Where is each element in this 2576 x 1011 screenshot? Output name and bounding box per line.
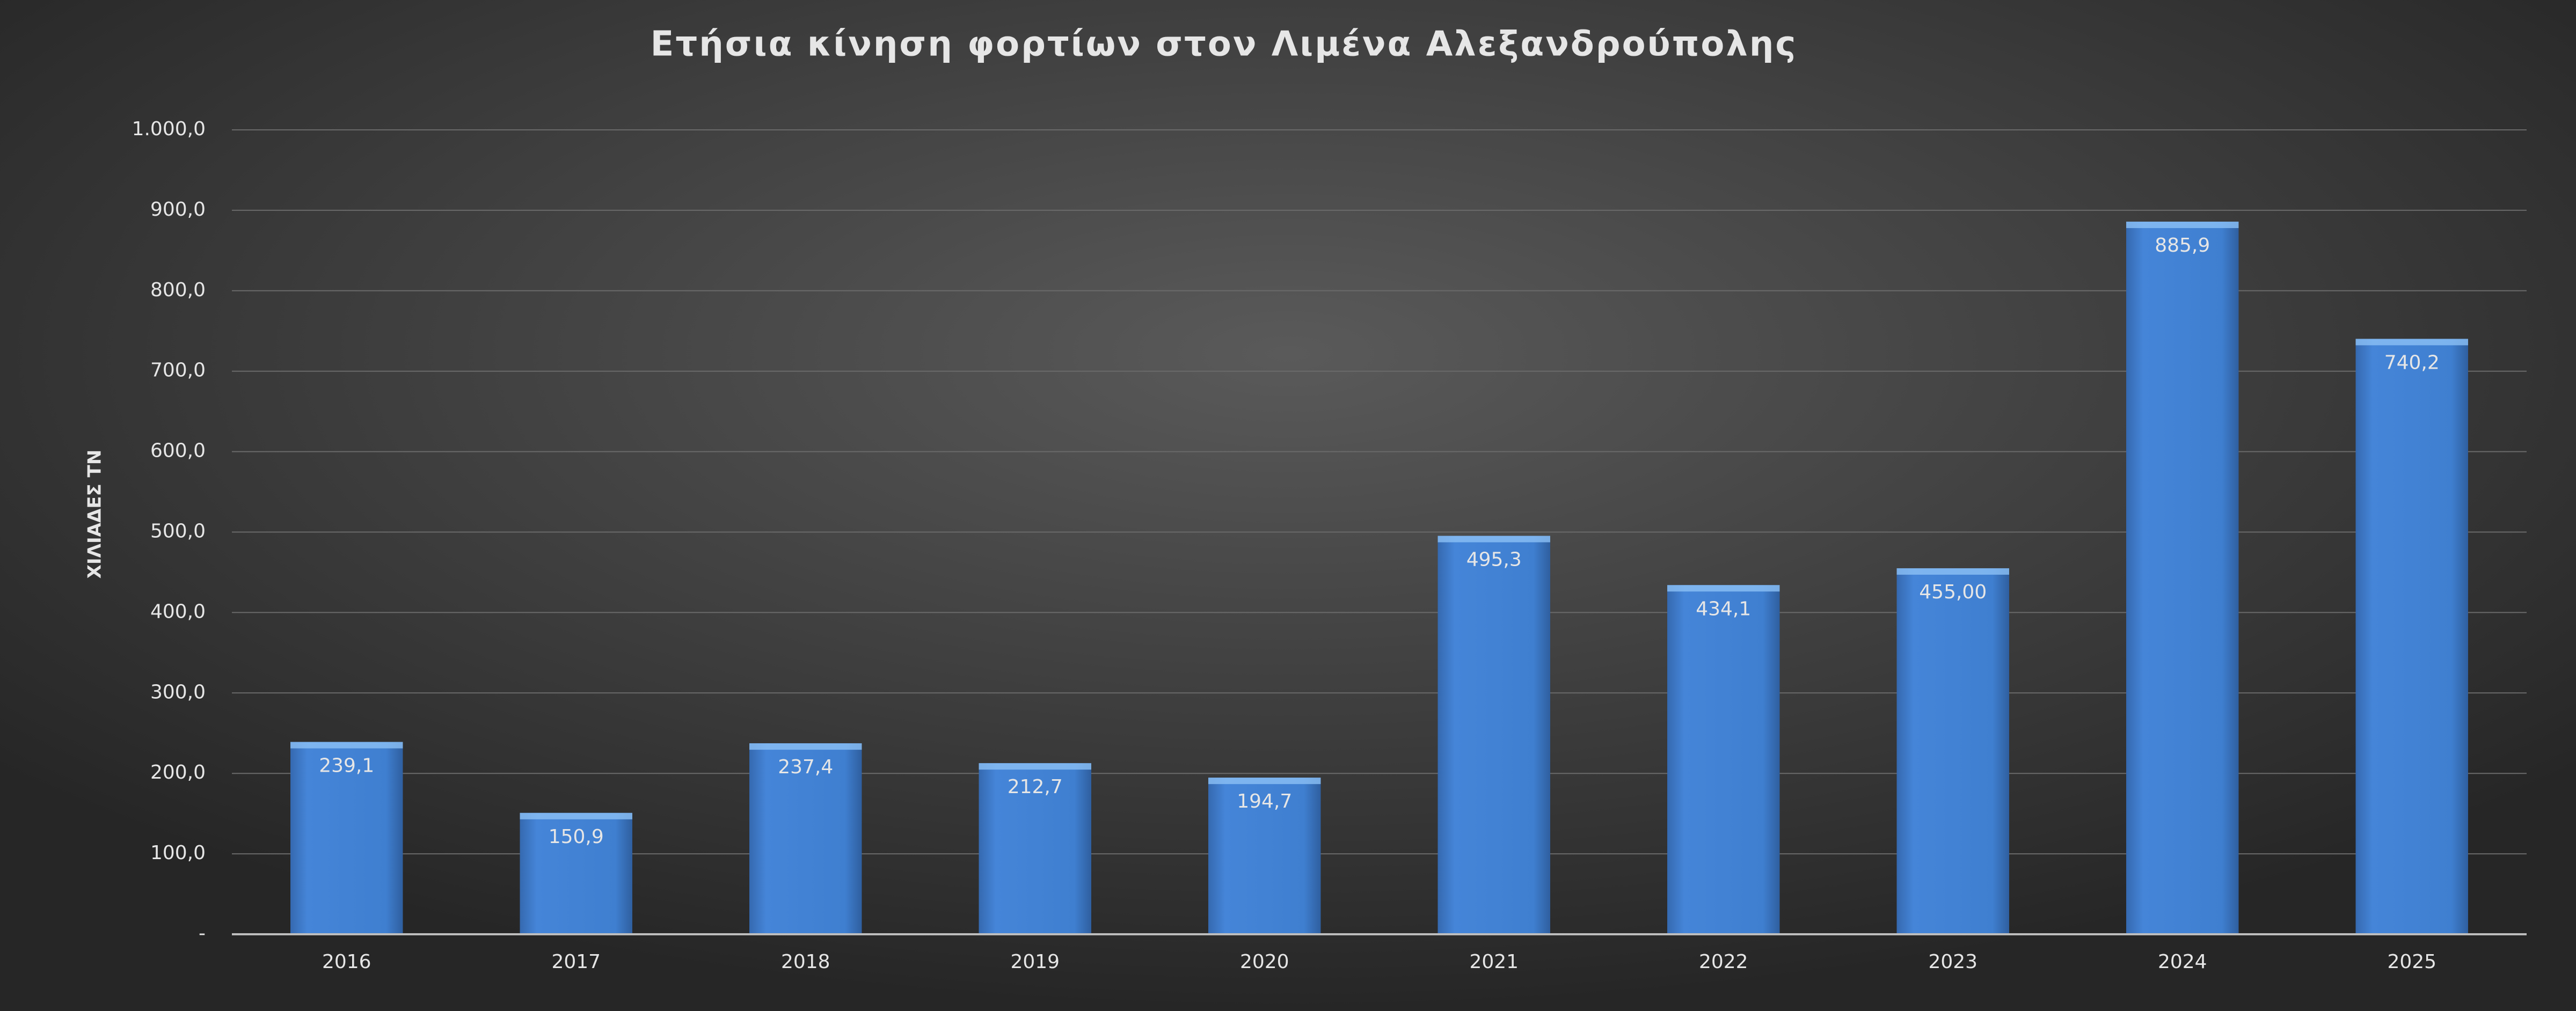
value-label: 885,9 — [2155, 235, 2210, 257]
value-label: 237,4 — [778, 756, 833, 778]
x-tick-label: 2021 — [1469, 951, 1519, 973]
bar — [749, 743, 862, 934]
bar-cap — [2126, 222, 2239, 229]
bar — [2126, 222, 2239, 934]
bar-cap — [1667, 585, 1780, 592]
y-tick-label: 900,0 — [150, 199, 206, 221]
bar — [290, 742, 403, 934]
y-tick-label: 600,0 — [150, 440, 206, 462]
bar-cap — [2355, 339, 2468, 346]
bar — [2355, 339, 2468, 934]
y-tick-label: - — [199, 922, 206, 944]
bar — [520, 812, 632, 934]
y-tick-label: 300,0 — [150, 681, 206, 703]
x-tick-label: 2016 — [322, 951, 371, 973]
y-tick-label: 200,0 — [150, 761, 206, 783]
bar-cap — [979, 763, 1091, 770]
value-label: 194,7 — [1237, 790, 1292, 812]
y-tick-label: 1.000,0 — [132, 118, 206, 140]
bar — [1667, 585, 1780, 934]
bar-cap — [290, 742, 403, 749]
y-tick-label: 100,0 — [150, 842, 206, 864]
bar-cap — [1437, 536, 1550, 543]
y-tick-label: 800,0 — [150, 279, 206, 301]
x-tick-label: 2022 — [1699, 951, 1748, 973]
value-label: 740,2 — [2384, 351, 2440, 373]
value-label: 434,1 — [1696, 598, 1751, 620]
bar — [1896, 568, 2009, 934]
bar — [1437, 536, 1550, 934]
value-label: 495,3 — [1466, 549, 1522, 571]
chart-title: Ετήσια κίνηση φορτίων στον Λιμένα Αλεξαν… — [651, 25, 1798, 64]
value-label: 455,00 — [1919, 581, 1987, 603]
y-tick-label: 500,0 — [150, 521, 206, 543]
x-tick-label: 2018 — [781, 951, 830, 973]
bar-cap — [1896, 568, 2009, 575]
x-tick-label: 2019 — [1010, 951, 1060, 973]
value-label: 239,1 — [319, 755, 374, 777]
x-tick-label: 2023 — [1928, 951, 1977, 973]
x-tick-label: 2020 — [1240, 951, 1289, 973]
y-axis-label: ΧΙΛΙΑΔΕΣ ΤΝ — [84, 450, 106, 578]
value-label: 150,9 — [549, 826, 604, 848]
x-tick-label: 2017 — [551, 951, 601, 973]
x-tick-label: 2024 — [2158, 951, 2207, 973]
bar — [979, 763, 1091, 934]
y-tick-label: 400,0 — [150, 600, 206, 622]
value-label: 212,7 — [1008, 776, 1063, 798]
x-tick-label: 2025 — [2387, 951, 2436, 973]
bar-cap — [749, 743, 862, 750]
bar — [1208, 778, 1321, 934]
bar-cap — [520, 812, 632, 819]
y-tick-label: 700,0 — [150, 360, 206, 382]
bar-cap — [1208, 778, 1321, 785]
